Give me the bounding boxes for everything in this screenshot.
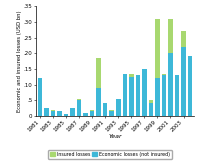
Bar xyxy=(181,31,186,47)
Bar xyxy=(109,111,114,116)
Bar xyxy=(149,100,153,103)
Bar xyxy=(168,19,173,53)
Bar xyxy=(142,69,147,116)
Bar xyxy=(77,100,81,116)
Bar xyxy=(181,47,186,116)
Bar xyxy=(188,57,192,116)
Legend: Insured losses, Economic losses (not insured): Insured losses, Economic losses (not ins… xyxy=(48,150,172,159)
Bar xyxy=(155,78,160,116)
Bar xyxy=(90,111,94,116)
Bar xyxy=(103,103,107,116)
Bar xyxy=(96,88,101,116)
Bar xyxy=(70,108,75,116)
Bar xyxy=(64,114,68,116)
Bar xyxy=(168,53,173,116)
Bar xyxy=(129,77,134,116)
Y-axis label: Economic and insured losses (USD bn): Economic and insured losses (USD bn) xyxy=(17,10,22,112)
X-axis label: Year: Year xyxy=(108,134,122,139)
Bar xyxy=(51,111,55,116)
Bar xyxy=(44,108,49,116)
Bar xyxy=(123,74,127,116)
Bar xyxy=(162,74,166,75)
Bar xyxy=(175,75,179,116)
Bar xyxy=(90,110,94,111)
Bar xyxy=(149,103,153,116)
Bar xyxy=(109,110,114,111)
Bar xyxy=(51,110,55,111)
Bar xyxy=(116,99,121,116)
Bar xyxy=(155,19,160,78)
Bar xyxy=(162,75,166,116)
Bar xyxy=(38,78,42,116)
Bar xyxy=(83,113,88,116)
Bar xyxy=(96,58,101,88)
Bar xyxy=(77,99,81,100)
Bar xyxy=(129,74,134,77)
Bar xyxy=(57,111,62,116)
Bar xyxy=(136,75,140,116)
